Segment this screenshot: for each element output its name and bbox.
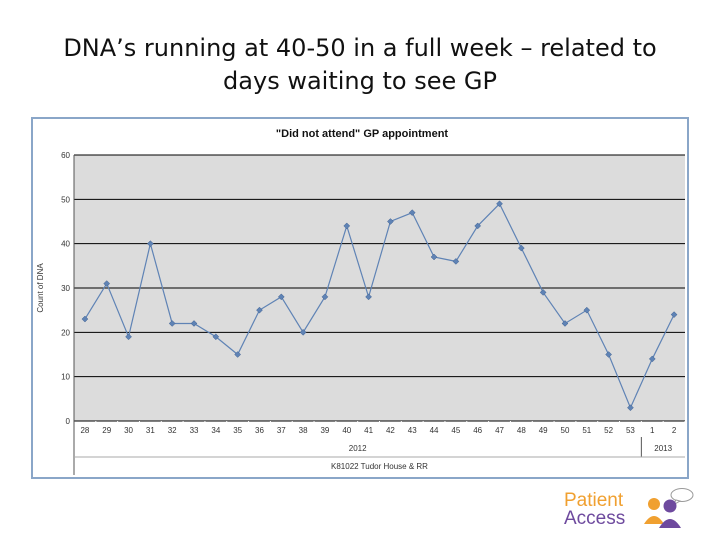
data-point (168, 320, 176, 327)
data-point (212, 333, 220, 341)
data-point (234, 351, 242, 358)
data-point (343, 222, 351, 230)
chart-frame: "Did not attend" GP appointment Count of… (31, 117, 689, 479)
data-point (387, 218, 394, 225)
y-axis-label: Count of DNA (36, 263, 45, 313)
y-tick-label: 20 (61, 328, 70, 337)
y-tick-label: 40 (61, 240, 70, 249)
data-point (561, 320, 569, 327)
y-tick-label: 10 (61, 373, 70, 382)
x-tick-label: 41 (364, 426, 373, 435)
x-tick-label: 36 (255, 426, 264, 435)
data-point (474, 222, 482, 230)
logo-text: Patient Access (564, 490, 626, 529)
x-tick-label: 29 (102, 426, 111, 435)
data-point (452, 258, 460, 265)
x-axis-label: K81022 Tudor House & RR (331, 462, 428, 471)
data-point (517, 244, 525, 252)
data-point (125, 333, 132, 341)
x-tick-label: 42 (386, 426, 395, 435)
data-point (277, 293, 285, 301)
x-tick-label: 52 (604, 426, 613, 435)
dna-line-chart: "Did not attend" GP appointment Count of… (36, 128, 686, 475)
x-tick-label: 45 (451, 426, 460, 435)
x-tick-label: 28 (80, 426, 89, 435)
x-tick-label: 49 (539, 426, 548, 435)
series-line (84, 202, 675, 410)
data-point (81, 315, 89, 323)
x-group-label: 2012 (349, 444, 367, 453)
data-point (430, 253, 438, 261)
data-point (627, 404, 634, 412)
y-tick-label: 0 (66, 417, 71, 426)
x-tick-label: 31 (146, 426, 155, 435)
people-icon (644, 488, 694, 528)
x-tick-label: 33 (190, 426, 199, 435)
logo-word-access: Access (564, 508, 626, 529)
data-point (539, 289, 547, 296)
data-point (321, 293, 329, 301)
y-tick-label: 30 (61, 284, 70, 293)
data-point (147, 240, 154, 248)
data-point (190, 320, 198, 327)
x-tick-label: 1 (650, 426, 655, 435)
data-point (583, 306, 591, 314)
data-point (365, 293, 372, 301)
x-tick-label: 38 (299, 426, 308, 435)
x-group-label: 2013 (654, 444, 672, 453)
patient-access-logo: Patient Access (560, 486, 700, 534)
y-tick-label: 50 (61, 195, 70, 204)
data-point (605, 351, 612, 358)
logo-word-patient: Patient (564, 490, 624, 511)
y-tick-label: 60 (61, 151, 70, 160)
slide-title: DNA’s running at 40-50 in a full week – … (40, 32, 680, 98)
slide-title-line-2: days waiting to see GP (223, 67, 497, 95)
x-tick-label: 51 (582, 426, 591, 435)
x-tick-label: 37 (277, 426, 286, 435)
x-tick-label: 30 (124, 426, 133, 435)
data-point (103, 280, 111, 287)
data-point (670, 311, 678, 318)
data-point (299, 328, 307, 336)
slide-title-line-1: DNA’s running at 40-50 in a full week – … (63, 34, 657, 62)
x-tick-label: 39 (320, 426, 329, 435)
data-point (496, 200, 503, 208)
data-point (408, 209, 416, 216)
x-tick-label: 40 (342, 426, 351, 435)
data-point (648, 355, 656, 363)
x-tick-label: 46 (473, 426, 482, 435)
chart-title: "Did not attend" GP appointment (276, 128, 449, 140)
x-tick-label: 32 (168, 426, 177, 435)
x-tick-label: 44 (430, 426, 439, 435)
x-tick-label: 50 (561, 426, 570, 435)
x-tick-label: 35 (233, 426, 242, 435)
x-tick-label: 48 (517, 426, 526, 435)
x-tick-label: 2 (672, 426, 677, 435)
x-tick-label: 53 (626, 426, 635, 435)
x-tick-label: 43 (408, 426, 417, 435)
data-point (256, 306, 263, 314)
x-tick-label: 34 (211, 426, 220, 435)
x-tick-label: 47 (495, 426, 504, 435)
